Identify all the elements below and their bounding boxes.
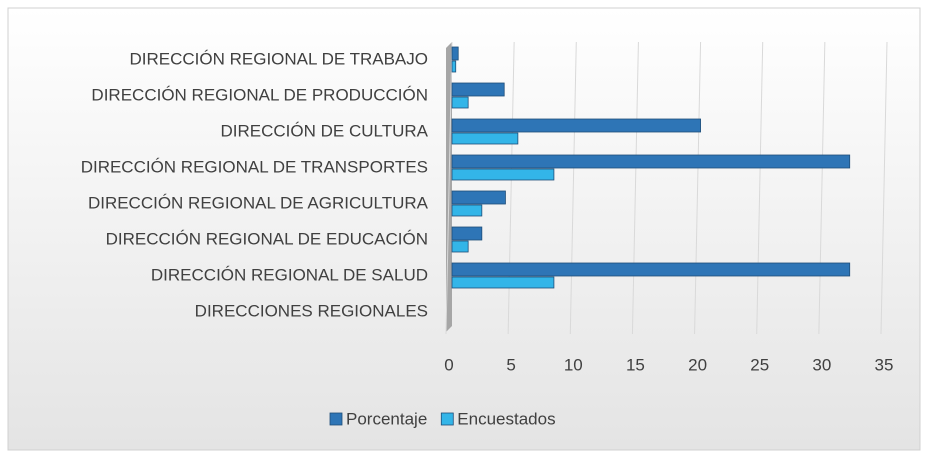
- bar: [451, 204, 483, 217]
- grid-line: [569, 41, 577, 335]
- grid-line: [756, 41, 764, 335]
- x-tick-label: 15: [626, 355, 645, 374]
- grid-line: [631, 41, 639, 335]
- legend-label: Encuestados: [457, 409, 555, 428]
- bar: [451, 240, 469, 253]
- bar: [451, 226, 483, 241]
- y-tick-label: DIRECCIÓN REGIONAL DE TRABAJO: [130, 49, 429, 68]
- bar: [451, 118, 701, 133]
- x-tick-label: 10: [564, 355, 583, 374]
- y-tick-label: DIRECCIONES REGIONALES: [195, 301, 428, 320]
- x-tick-label: 20: [688, 355, 707, 374]
- bar: [451, 262, 851, 277]
- y-tick-label: DIRECCIÓN REGIONAL DE SALUD: [151, 265, 428, 284]
- y-tick-label: DIRECCIÓN REGIONAL DE EDUCACIÓN: [106, 229, 428, 248]
- bar: [451, 46, 459, 61]
- grid-line: [694, 41, 702, 335]
- grid-line: [445, 41, 453, 335]
- grid-line: [818, 41, 826, 335]
- bar: [451, 96, 469, 109]
- y-tick-label: DIRECCIÓN REGIONAL DE AGRICULTURA: [88, 193, 429, 212]
- y-tick-label: DIRECCIÓN REGIONAL DE PRODUCCIÓN: [91, 85, 428, 104]
- bar: [451, 168, 555, 181]
- legend-label: Porcentaje: [346, 409, 427, 428]
- x-tick-label: 35: [875, 355, 894, 374]
- bar: [451, 82, 505, 97]
- bar: [451, 276, 555, 289]
- legend-swatch: [329, 412, 343, 426]
- bar: [451, 132, 519, 145]
- x-tick-label: 0: [444, 355, 453, 374]
- bar: [451, 154, 851, 169]
- y-tick-label: DIRECCIÓN REGIONAL DE TRANSPORTES: [81, 157, 428, 176]
- grid-line: [880, 41, 888, 335]
- legend-swatch: [440, 412, 454, 426]
- x-tick-label: 25: [750, 355, 769, 374]
- y-tick-label: DIRECCIÓN DE CULTURA: [221, 121, 429, 140]
- x-tick-label: 5: [506, 355, 515, 374]
- x-tick-label: 30: [812, 355, 831, 374]
- bar: [451, 190, 506, 205]
- bar: [451, 60, 457, 73]
